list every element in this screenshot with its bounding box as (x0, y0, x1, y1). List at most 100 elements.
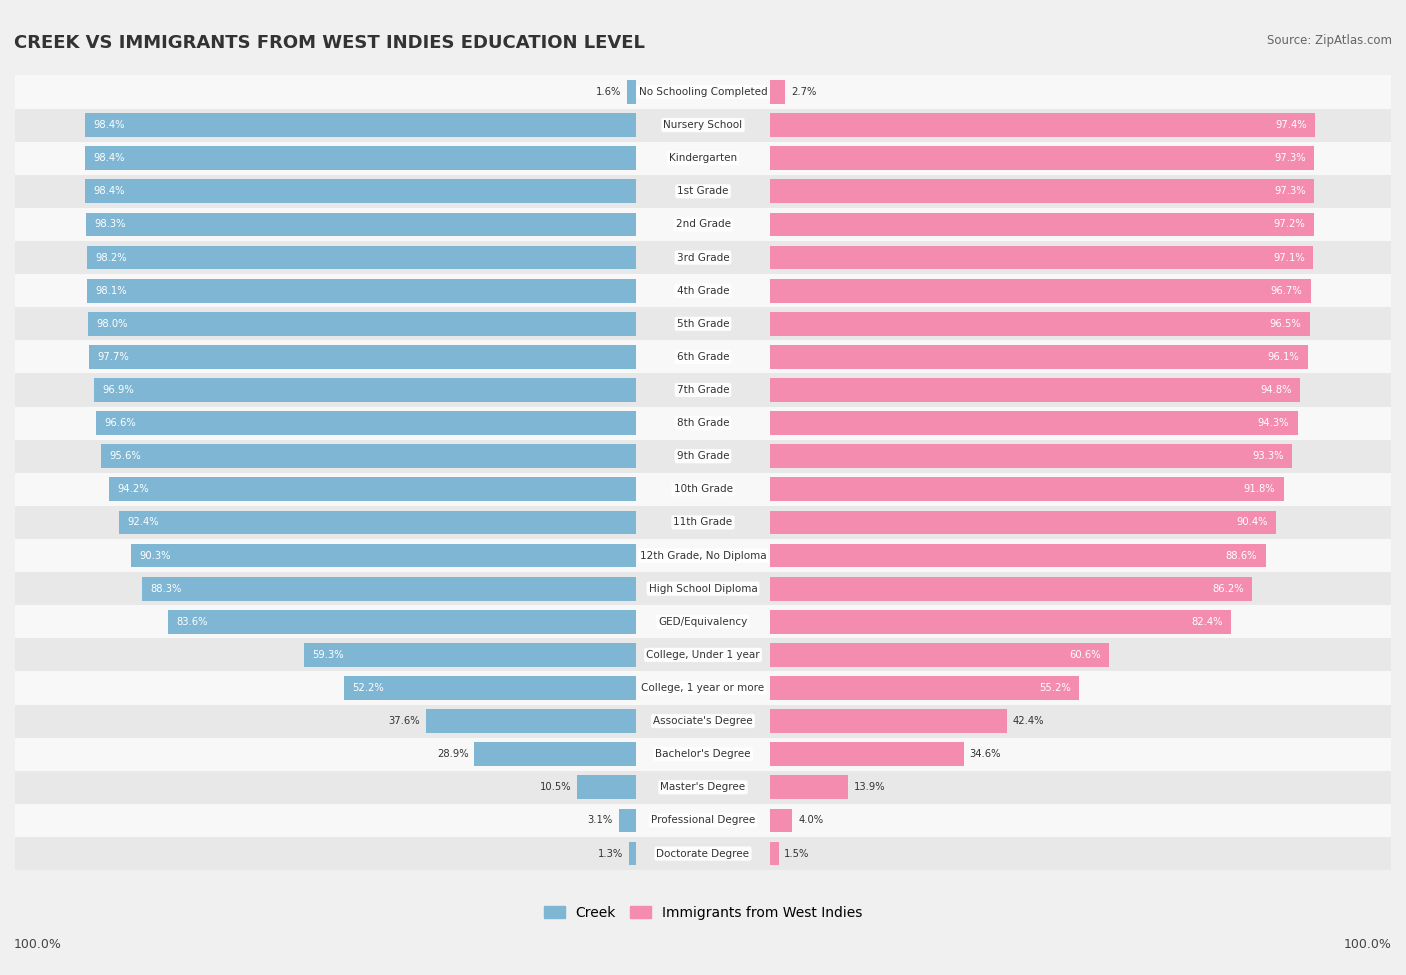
Text: Associate's Degree: Associate's Degree (654, 716, 752, 726)
Bar (304, 643, 636, 667)
Text: 11th Grade: 11th Grade (673, 518, 733, 527)
Text: 83.6%: 83.6% (177, 617, 208, 627)
Text: 1.5%: 1.5% (785, 848, 810, 859)
Bar (15, 141, 1391, 175)
Text: 52.2%: 52.2% (353, 682, 384, 693)
Bar (770, 808, 793, 833)
Bar (86, 179, 636, 203)
Text: 8th Grade: 8th Grade (676, 418, 730, 428)
Text: CREEK VS IMMIGRANTS FROM WEST INDIES EDUCATION LEVEL: CREEK VS IMMIGRANTS FROM WEST INDIES EDU… (14, 34, 645, 52)
Text: 96.7%: 96.7% (1271, 286, 1302, 295)
Text: 98.4%: 98.4% (94, 153, 125, 163)
Text: 4.0%: 4.0% (799, 815, 824, 826)
Bar (426, 709, 636, 733)
Text: College, Under 1 year: College, Under 1 year (647, 650, 759, 660)
Text: 2nd Grade: 2nd Grade (675, 219, 731, 229)
Text: 1.6%: 1.6% (596, 87, 621, 97)
Bar (770, 213, 1313, 236)
Bar (770, 113, 1315, 137)
Text: 98.3%: 98.3% (94, 219, 127, 229)
Text: 98.1%: 98.1% (96, 286, 127, 295)
Bar (15, 108, 1391, 141)
Text: 98.2%: 98.2% (96, 253, 127, 262)
Text: 97.3%: 97.3% (1274, 186, 1306, 196)
Bar (15, 771, 1391, 803)
Legend: Creek, Immigrants from West Indies: Creek, Immigrants from West Indies (538, 900, 868, 925)
Text: 96.1%: 96.1% (1268, 352, 1299, 362)
Text: 97.7%: 97.7% (98, 352, 129, 362)
Bar (87, 246, 636, 269)
Bar (96, 411, 636, 435)
Bar (770, 179, 1315, 203)
Text: 88.6%: 88.6% (1226, 551, 1257, 561)
Bar (169, 609, 636, 634)
Text: 60.6%: 60.6% (1069, 650, 1101, 660)
Text: 97.2%: 97.2% (1274, 219, 1305, 229)
Bar (770, 577, 1253, 601)
Text: 12th Grade, No Diploma: 12th Grade, No Diploma (640, 551, 766, 561)
Text: 10th Grade: 10th Grade (673, 485, 733, 494)
Bar (15, 539, 1391, 572)
Text: College, 1 year or more: College, 1 year or more (641, 682, 765, 693)
Text: 94.2%: 94.2% (117, 485, 149, 494)
Text: 96.6%: 96.6% (104, 418, 136, 428)
Bar (770, 146, 1315, 170)
Bar (770, 709, 1007, 733)
Text: 13.9%: 13.9% (853, 782, 886, 793)
Text: Professional Degree: Professional Degree (651, 815, 755, 826)
Text: No Schooling Completed: No Schooling Completed (638, 87, 768, 97)
Text: 98.4%: 98.4% (94, 186, 125, 196)
Text: GED/Equivalency: GED/Equivalency (658, 617, 748, 627)
Text: 94.8%: 94.8% (1261, 385, 1292, 395)
Text: 37.6%: 37.6% (388, 716, 420, 726)
Bar (770, 411, 1298, 435)
Text: Kindergarten: Kindergarten (669, 153, 737, 163)
Text: High School Diploma: High School Diploma (648, 584, 758, 594)
Text: 100.0%: 100.0% (1344, 938, 1392, 951)
Bar (770, 511, 1275, 534)
Bar (770, 544, 1265, 567)
Text: 28.9%: 28.9% (437, 749, 468, 760)
Bar (15, 75, 1391, 108)
Bar (628, 841, 636, 866)
Bar (15, 373, 1391, 407)
Bar (770, 643, 1109, 667)
Text: 100.0%: 100.0% (14, 938, 62, 951)
Text: 91.8%: 91.8% (1243, 485, 1275, 494)
Bar (15, 307, 1391, 340)
Text: 97.3%: 97.3% (1274, 153, 1306, 163)
Bar (770, 246, 1313, 269)
Text: 5th Grade: 5th Grade (676, 319, 730, 329)
Bar (90, 345, 636, 369)
Text: Bachelor's Degree: Bachelor's Degree (655, 749, 751, 760)
Text: 92.4%: 92.4% (128, 518, 159, 527)
Bar (770, 445, 1292, 468)
Text: 9th Grade: 9th Grade (676, 451, 730, 461)
Text: Doctorate Degree: Doctorate Degree (657, 848, 749, 859)
Bar (770, 279, 1310, 302)
Bar (576, 775, 636, 799)
Bar (110, 478, 636, 501)
Text: 42.4%: 42.4% (1012, 716, 1045, 726)
Bar (627, 80, 636, 104)
Bar (101, 445, 636, 468)
Text: 7th Grade: 7th Grade (676, 385, 730, 395)
Bar (15, 506, 1391, 539)
Text: 2.7%: 2.7% (790, 87, 817, 97)
Bar (15, 837, 1391, 870)
Text: 59.3%: 59.3% (312, 650, 344, 660)
Text: 34.6%: 34.6% (969, 749, 1001, 760)
Bar (94, 378, 636, 402)
Text: 94.3%: 94.3% (1258, 418, 1289, 428)
Bar (770, 775, 848, 799)
Bar (15, 274, 1391, 307)
Bar (15, 705, 1391, 738)
Bar (86, 113, 636, 137)
Text: Master's Degree: Master's Degree (661, 782, 745, 793)
Text: 96.9%: 96.9% (103, 385, 134, 395)
Text: 96.5%: 96.5% (1270, 319, 1302, 329)
Bar (770, 312, 1310, 335)
Text: 3rd Grade: 3rd Grade (676, 253, 730, 262)
Text: 90.3%: 90.3% (139, 551, 170, 561)
Bar (15, 440, 1391, 473)
